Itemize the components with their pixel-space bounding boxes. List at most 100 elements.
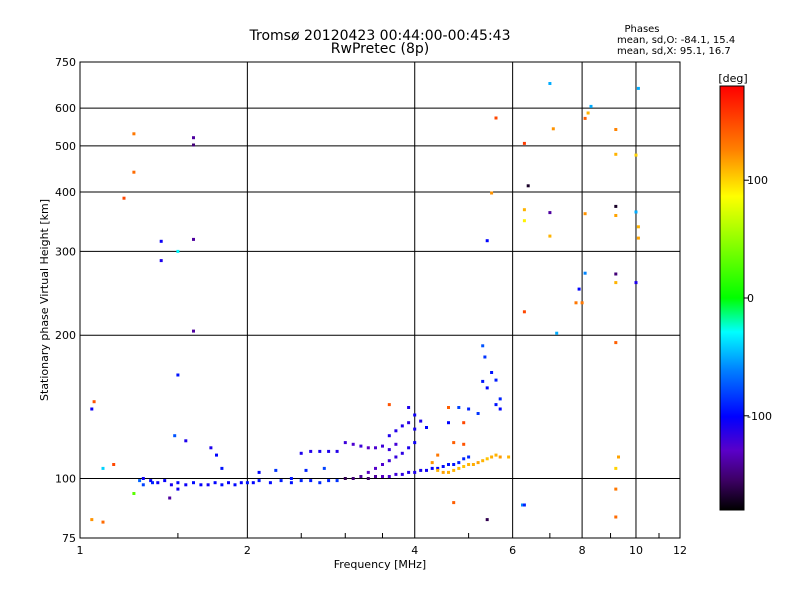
data-point [462, 421, 466, 425]
data-point [220, 466, 224, 470]
data-point [447, 406, 450, 409]
data-point [381, 463, 384, 466]
phases-x-stats: mean, sd,X: 95.1, 16.7 [617, 46, 731, 57]
data-point [425, 468, 428, 472]
data-point [215, 453, 218, 457]
data-point [481, 459, 485, 463]
data-point [199, 483, 203, 487]
x-tick-label: 2 [244, 544, 251, 557]
data-point [213, 481, 217, 485]
data-point [359, 475, 363, 478]
data-point [634, 210, 638, 214]
data-point [374, 446, 377, 450]
data-point [551, 127, 555, 131]
data-point [494, 453, 498, 457]
data-point [257, 479, 261, 483]
data-point [163, 479, 167, 483]
data-point [481, 344, 485, 348]
data-point [490, 455, 494, 459]
data-point [176, 373, 180, 377]
data-point [498, 455, 502, 459]
y-tick-label: 75 [62, 532, 76, 545]
data-point [156, 481, 160, 485]
data-point [407, 421, 411, 425]
data-point [485, 386, 489, 390]
data-point [507, 455, 511, 459]
data-point [206, 483, 210, 487]
data-point [485, 518, 489, 522]
data-point [634, 281, 638, 285]
data-point [498, 397, 502, 401]
data-point [636, 86, 640, 90]
data-point [614, 466, 618, 470]
x-tick-label: 12 [673, 544, 687, 557]
data-point [176, 481, 180, 485]
data-point [457, 466, 461, 470]
data-point [452, 468, 456, 472]
data-point [580, 301, 584, 305]
data-point [614, 515, 618, 519]
data-point [462, 457, 466, 461]
data-point [257, 470, 261, 474]
data-point [583, 271, 587, 275]
data-point [381, 475, 384, 478]
y-axis-ticks: 75 100 200 300 400 500 600 750 [55, 56, 76, 545]
data-point [289, 481, 293, 485]
data-point [400, 472, 404, 476]
data-points [90, 82, 640, 524]
data-point [485, 457, 489, 461]
data-point [441, 470, 445, 474]
data-point [299, 479, 303, 483]
data-point [374, 466, 377, 470]
plot-frame [79, 61, 681, 539]
data-point [522, 503, 526, 507]
data-point [407, 446, 411, 450]
data-point [359, 444, 363, 448]
data-point [192, 136, 195, 140]
data-point [343, 477, 347, 480]
data-point [318, 481, 322, 485]
data-point [589, 104, 593, 108]
data-point [387, 475, 391, 478]
x-tick-label: 4 [411, 544, 418, 557]
data-point [400, 451, 404, 455]
x-tick-label: 1 [77, 544, 84, 557]
colorbar-tick-label: 0 [747, 292, 754, 305]
data-point [614, 487, 618, 491]
data-point [304, 468, 308, 472]
data-point [457, 406, 461, 409]
data-point [614, 341, 618, 345]
data-point [483, 355, 487, 359]
colorbar-tick-label: 100 [747, 174, 768, 187]
data-point [476, 412, 480, 415]
x-tick-label: 10 [629, 544, 643, 557]
data-point [159, 259, 163, 263]
data-point [636, 225, 640, 229]
data-point [394, 472, 398, 476]
data-point [159, 239, 163, 243]
data-point [176, 487, 180, 491]
data-point [251, 481, 255, 485]
data-point [407, 470, 411, 474]
data-point [419, 468, 423, 472]
data-point [138, 479, 142, 483]
x-axis-ticks: 1 2 4 6 8 10 12 [77, 533, 687, 557]
data-point [419, 419, 423, 423]
data-point [112, 463, 116, 466]
colorbar [719, 85, 745, 511]
data-point [636, 236, 640, 240]
data-point [498, 407, 502, 411]
data-point [209, 446, 213, 450]
data-point [494, 378, 498, 382]
data-point [141, 477, 145, 480]
data-point [192, 143, 195, 147]
data-point [548, 211, 552, 215]
data-point [132, 170, 136, 174]
colorbar-tick-label: -100 [747, 410, 772, 423]
data-point [387, 459, 391, 463]
data-point [192, 481, 195, 485]
data-point [457, 461, 461, 465]
data-point [494, 403, 498, 407]
data-point [366, 446, 370, 450]
